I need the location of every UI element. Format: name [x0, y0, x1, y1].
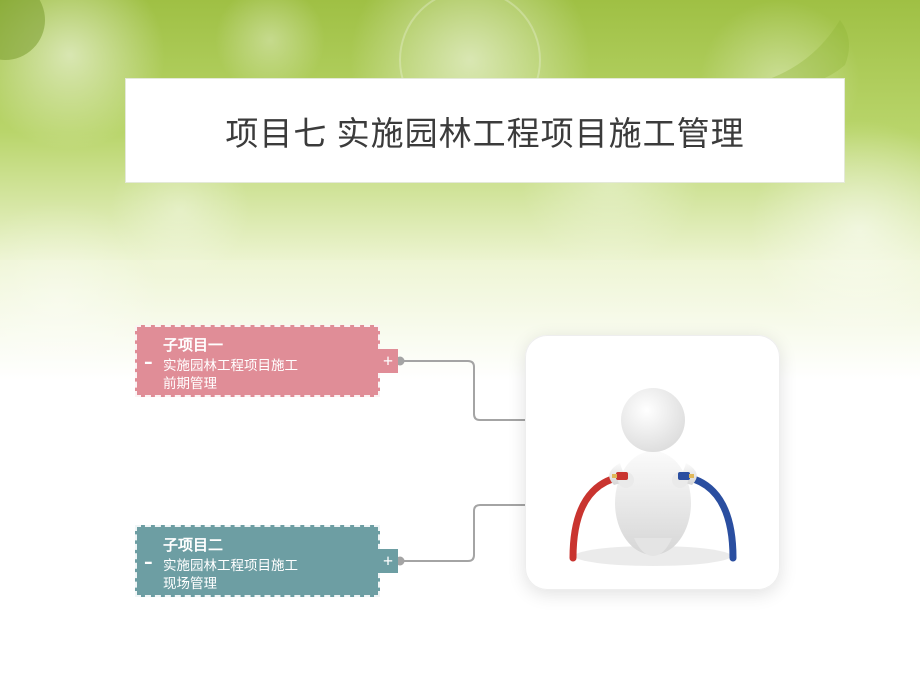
subproject-2-desc: 实施园林工程项目施工 现场管理 [163, 557, 368, 593]
title-panel: 项目七 实施园林工程项目施工管理 [125, 78, 845, 183]
subproject-1-desc: 实施园林工程项目施工 前期管理 [163, 357, 368, 393]
subproject-box-1[interactable]: - 子项目一 实施园林工程项目施工 前期管理 + [135, 325, 380, 397]
expand-icon[interactable]: + [378, 349, 398, 373]
collapse-icon[interactable]: - [144, 548, 153, 574]
collapse-icon[interactable]: - [144, 348, 153, 374]
illustration-panel [525, 335, 780, 590]
subproject-box-2[interactable]: - 子项目二 实施园林工程项目施工 现场管理 + [135, 525, 380, 597]
page-title: 项目七 实施园林工程项目施工管理 [225, 107, 744, 155]
expand-icon[interactable]: + [378, 549, 398, 573]
figure-cables-icon [538, 348, 768, 578]
subproject-2-heading: 子项目二 [163, 534, 368, 555]
subproject-1-heading: 子项目一 [163, 334, 368, 355]
